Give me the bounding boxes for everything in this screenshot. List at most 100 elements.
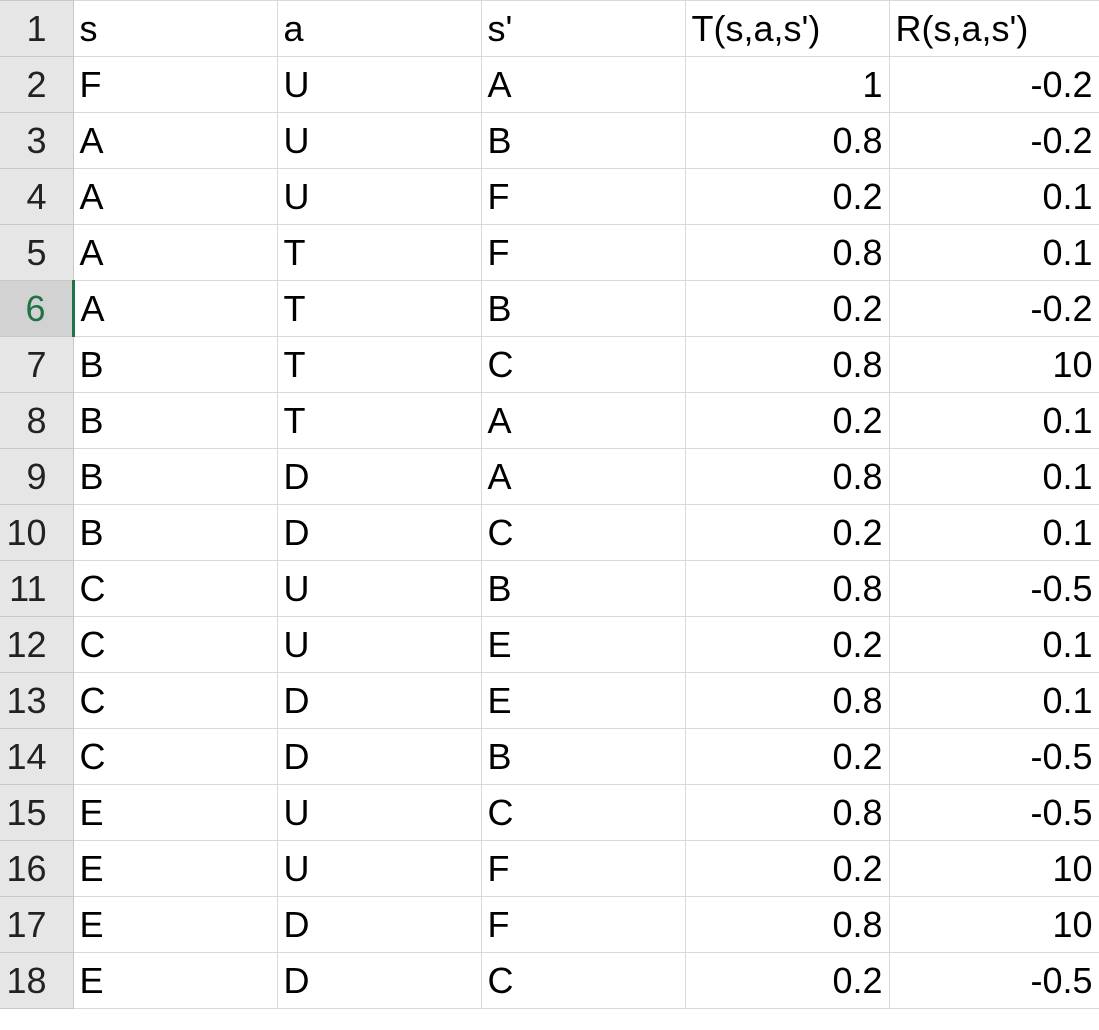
cell-col-s[interactable]: E (73, 784, 278, 841)
cell-col-r[interactable]: -0.2 (889, 112, 1099, 169)
row-header[interactable]: 18 (0, 952, 74, 1009)
cell-col-s[interactable]: E (73, 896, 278, 953)
cell-col-s[interactable]: B (73, 336, 278, 393)
cell-col-r[interactable]: -0.5 (889, 952, 1099, 1009)
cell-col-a[interactable]: T (277, 336, 482, 393)
row-header[interactable]: 7 (0, 336, 74, 393)
cell-col-t[interactable]: 0.2 (685, 168, 890, 225)
row-header[interactable]: 13 (0, 672, 74, 729)
cell-col-a[interactable]: U (277, 112, 482, 169)
cell-col-s[interactable]: E (73, 952, 278, 1009)
cell-col-s-prime[interactable]: C (481, 336, 686, 393)
cell-col-s-prime[interactable]: F (481, 168, 686, 225)
row-header[interactable]: 1 (0, 0, 74, 57)
cell-col-s-prime[interactable]: E (481, 616, 686, 673)
cell-col-a[interactable]: D (277, 952, 482, 1009)
row-header[interactable]: 8 (0, 392, 74, 449)
cell-col-a[interactable]: a (277, 0, 482, 57)
cell-col-a[interactable]: T (277, 224, 482, 281)
cell-col-t[interactable]: 0.8 (685, 896, 890, 953)
cell-col-a[interactable]: U (277, 840, 482, 897)
cell-col-s-prime[interactable]: A (481, 392, 686, 449)
cell-col-r[interactable]: R(s,a,s') (889, 0, 1099, 57)
cell-col-s[interactable]: A (73, 280, 278, 337)
cell-col-a[interactable]: U (277, 56, 482, 113)
cell-col-a[interactable]: D (277, 504, 482, 561)
cell-col-s-prime[interactable]: F (481, 840, 686, 897)
cell-col-t[interactable]: 0.8 (685, 784, 890, 841)
row-header[interactable]: 3 (0, 112, 74, 169)
row-header[interactable]: 10 (0, 504, 74, 561)
cell-col-t[interactable]: 0.8 (685, 224, 890, 281)
cell-col-r[interactable]: 0.1 (889, 448, 1099, 505)
cell-col-t[interactable]: 0.2 (685, 504, 890, 561)
cell-col-a[interactable]: T (277, 280, 482, 337)
cell-col-s[interactable]: B (73, 448, 278, 505)
cell-col-s[interactable]: s (73, 0, 278, 57)
cell-col-t[interactable]: 0.8 (685, 560, 890, 617)
cell-col-s-prime[interactable]: F (481, 224, 686, 281)
row-header[interactable]: 17 (0, 896, 74, 953)
cell-col-t[interactable]: 0.2 (685, 952, 890, 1009)
cell-col-s-prime[interactable]: s' (481, 0, 686, 57)
cell-col-t[interactable]: T(s,a,s') (685, 0, 890, 57)
cell-col-s-prime[interactable]: E (481, 672, 686, 729)
cell-col-r[interactable]: 0.1 (889, 392, 1099, 449)
cell-col-a[interactable]: U (277, 560, 482, 617)
cell-col-s[interactable]: F (73, 56, 278, 113)
cell-col-a[interactable]: D (277, 728, 482, 785)
cell-col-r[interactable]: 0.1 (889, 616, 1099, 673)
cell-col-t[interactable]: 0.2 (685, 728, 890, 785)
cell-col-a[interactable]: U (277, 616, 482, 673)
row-header[interactable]: 9 (0, 448, 74, 505)
row-header[interactable]: 14 (0, 728, 74, 785)
cell-col-s-prime[interactable]: C (481, 784, 686, 841)
cell-col-s[interactable]: B (73, 504, 278, 561)
cell-col-s[interactable]: C (73, 728, 278, 785)
cell-col-t[interactable]: 0.8 (685, 112, 890, 169)
cell-col-s[interactable]: A (73, 112, 278, 169)
cell-col-s-prime[interactable]: C (481, 504, 686, 561)
cell-col-r[interactable]: 10 (889, 896, 1099, 953)
row-header[interactable]: 2 (0, 56, 74, 113)
cell-col-s-prime[interactable]: F (481, 896, 686, 953)
cell-col-a[interactable]: U (277, 784, 482, 841)
cell-col-r[interactable]: -0.2 (889, 280, 1099, 337)
cell-col-r[interactable]: -0.5 (889, 784, 1099, 841)
cell-col-t[interactable]: 0.2 (685, 392, 890, 449)
cell-col-s[interactable]: E (73, 840, 278, 897)
cell-col-a[interactable]: T (277, 392, 482, 449)
cell-col-s[interactable]: A (73, 224, 278, 281)
cell-col-r[interactable]: -0.5 (889, 728, 1099, 785)
cell-col-r[interactable]: 0.1 (889, 168, 1099, 225)
cell-col-t[interactable]: 0.2 (685, 280, 890, 337)
cell-col-s-prime[interactable]: B (481, 112, 686, 169)
cell-col-r[interactable]: 10 (889, 840, 1099, 897)
cell-col-t[interactable]: 1 (685, 56, 890, 113)
cell-col-t[interactable]: 0.8 (685, 672, 890, 729)
row-header[interactable]: 4 (0, 168, 74, 225)
cell-col-t[interactable]: 0.8 (685, 448, 890, 505)
cell-col-s-prime[interactable]: B (481, 280, 686, 337)
cell-col-a[interactable]: D (277, 896, 482, 953)
cell-col-t[interactable]: 0.2 (685, 616, 890, 673)
cell-col-a[interactable]: U (277, 168, 482, 225)
cell-col-r[interactable]: 0.1 (889, 672, 1099, 729)
cell-col-s[interactable]: C (73, 616, 278, 673)
cell-col-t[interactable]: 0.8 (685, 336, 890, 393)
cell-col-a[interactable]: D (277, 672, 482, 729)
row-header[interactable]: 16 (0, 840, 74, 897)
cell-col-s[interactable]: A (73, 168, 278, 225)
cell-col-r[interactable]: 10 (889, 336, 1099, 393)
cell-col-t[interactable]: 0.2 (685, 840, 890, 897)
row-header[interactable]: 11 (0, 560, 74, 617)
row-header[interactable]: 15 (0, 784, 74, 841)
cell-col-a[interactable]: D (277, 448, 482, 505)
row-header[interactable]: 6 (0, 280, 75, 337)
cell-col-r[interactable]: -0.2 (889, 56, 1099, 113)
cell-col-s-prime[interactable]: B (481, 728, 686, 785)
row-header[interactable]: 12 (0, 616, 74, 673)
cell-col-s[interactable]: B (73, 392, 278, 449)
cell-col-r[interactable]: 0.1 (889, 224, 1099, 281)
